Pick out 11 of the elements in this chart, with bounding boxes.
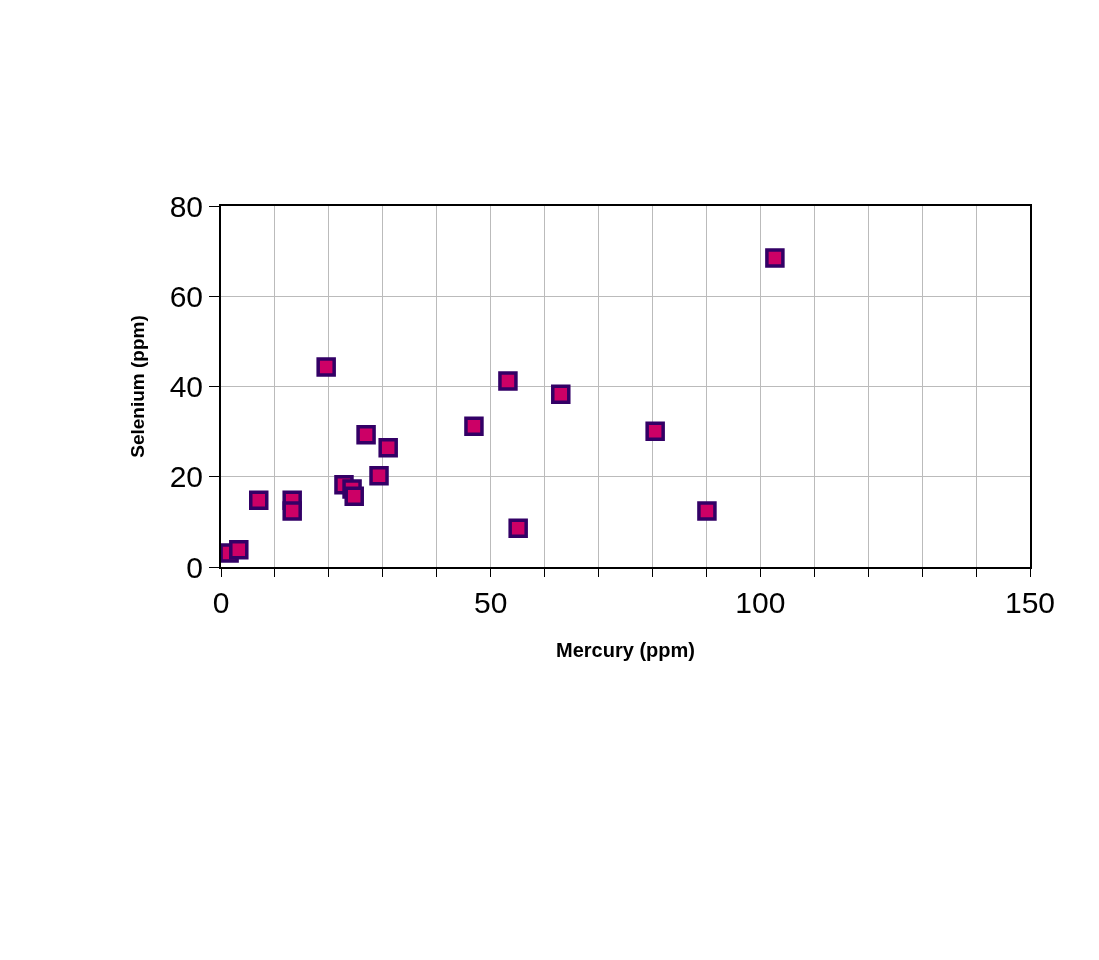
y-tick-label: 0 [186,550,203,584]
y-tick-label: 20 [169,460,203,494]
x-tick-label: 100 [735,586,786,619]
y-axis-title: Selenium (ppm) [126,315,148,458]
x-tick-label: 0 [212,586,230,619]
x-tick-label: 150 [1004,586,1056,619]
y-tick-label: 60 [169,279,203,313]
y-tick-label: 40 [169,370,203,403]
x-axis-title: Mercury (ppm) [556,639,695,661]
x-tick-label: 50 [473,586,508,619]
y-tick-label: 80 [169,189,203,223]
